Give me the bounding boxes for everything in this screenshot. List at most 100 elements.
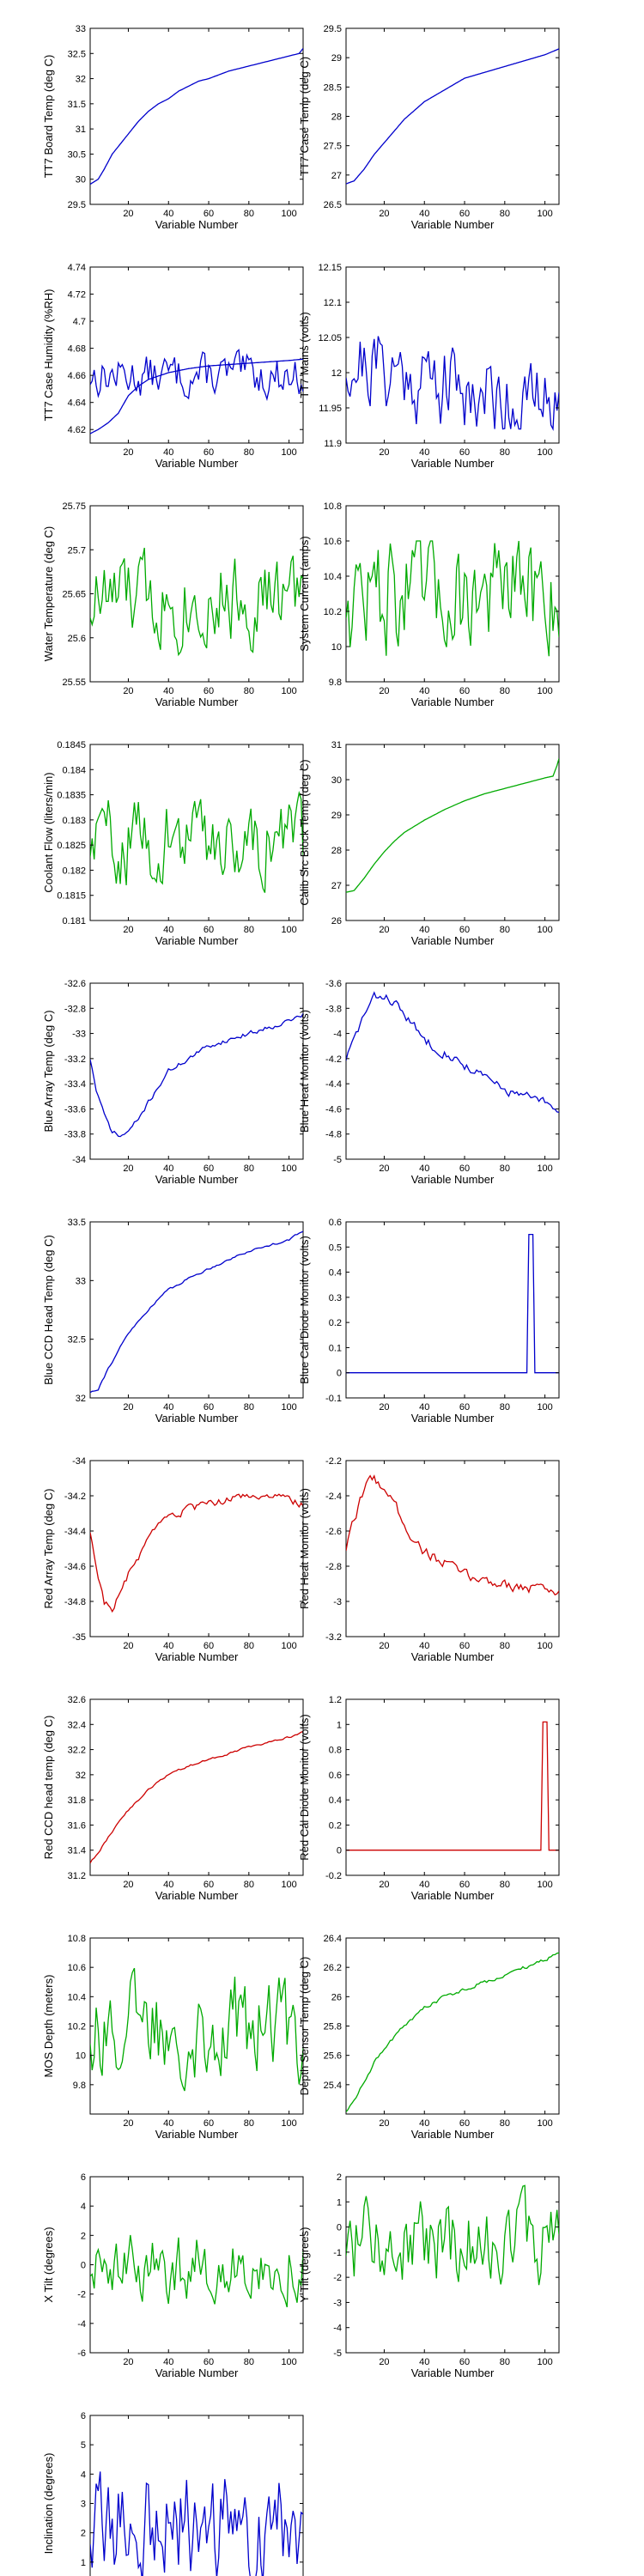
x-tick-label: 60 — [204, 1163, 214, 1174]
subplot-20: -5 -4 -3 -2 -1 0 1 2 20 40 60 80 100 Variable Number Y… — [298, 2172, 560, 2379]
y-tick-label: 0.182 — [62, 866, 86, 876]
y-tick-label: 10.4 — [68, 1992, 86, 2002]
x-tick-label: 60 — [459, 925, 470, 935]
y-tick-label: 32 — [76, 1771, 86, 1781]
y-tick-label: 31 — [331, 740, 342, 750]
x-tick-label: 40 — [419, 1641, 429, 1651]
x-axis-label: Variable Number — [155, 1650, 239, 1663]
x-tick-label: 60 — [204, 209, 214, 219]
y-tick-label: 11.9 — [324, 439, 342, 449]
y-tick-label: 28 — [331, 846, 342, 856]
x-tick-label: 60 — [459, 447, 470, 458]
series-line — [90, 349, 303, 434]
x-axis-label: Variable Number — [155, 1412, 239, 1425]
x-tick-label: 40 — [419, 925, 429, 935]
y-tick-label: -0.1 — [325, 1394, 342, 1404]
x-tick-label: 100 — [537, 1402, 552, 1413]
x-tick-label: 40 — [419, 1880, 429, 1890]
subplot-7: 0.181 0.1815 0.182 0.1825 0.183 0.1835 0.184 0.… — [42, 740, 304, 947]
series-line — [346, 336, 559, 432]
y-tick-label: -3.8 — [325, 1004, 342, 1014]
x-axis-label: Variable Number — [411, 2128, 495, 2141]
x-tick-label: 40 — [163, 686, 173, 696]
y-tick-label: 26.4 — [324, 1934, 342, 1944]
y-tick-label: 4 — [81, 2470, 86, 2480]
y-tick-label: 12 — [331, 368, 342, 379]
y-tick-label: 27 — [331, 881, 342, 891]
y-tick-label: 25.55 — [62, 677, 86, 688]
y-tick-label: -2.8 — [325, 1562, 342, 1572]
x-tick-label: 100 — [281, 209, 296, 219]
y-axis-label: TT7 Case Humidity (%RH) — [42, 289, 55, 422]
plot-frame — [89, 505, 304, 683]
y-tick-label: 32 — [76, 75, 86, 85]
y-tick-label: 12.05 — [318, 333, 342, 343]
y-tick-label: -34.2 — [64, 1492, 86, 1502]
x-axis-label: Variable Number — [155, 2128, 239, 2141]
y-tick-label: 25.4 — [324, 2081, 342, 2091]
subplot-9: -34 -33.8 -33.6 -33.4 -33.2 -33 -32.8 -32.6 20 40… — [42, 979, 304, 1186]
y-tick-label: 28.5 — [324, 82, 342, 93]
x-tick-label: 60 — [459, 209, 470, 219]
x-tick-label: 40 — [419, 209, 429, 219]
x-tick-label: 80 — [500, 1402, 510, 1413]
plot-frame — [345, 744, 560, 921]
y-axis-label: Red CCD head temp (deg C) — [42, 1716, 55, 1860]
x-tick-label: 40 — [163, 2118, 173, 2129]
y-tick-label: -5 — [333, 2348, 342, 2359]
y-tick-label: 0 — [337, 1369, 342, 1379]
plot-frame — [345, 1698, 560, 1876]
x-tick-label: 20 — [123, 925, 133, 935]
y-tick-label: -32.6 — [64, 979, 86, 989]
x-tick-label: 20 — [379, 2118, 389, 2129]
y-tick-label: 25.75 — [62, 501, 86, 512]
y-tick-label: 3 — [81, 2500, 86, 2510]
x-tick-label: 80 — [500, 2118, 510, 2129]
y-axis-label: Blue CCD Head Temp (deg C) — [42, 1235, 55, 1385]
x-tick-label: 100 — [281, 686, 296, 696]
x-tick-label: 20 — [123, 209, 133, 219]
y-axis-label: Water Temperature (deg C) — [42, 526, 55, 662]
x-tick-label: 20 — [379, 447, 389, 458]
y-tick-label: 10 — [331, 642, 342, 653]
y-tick-label: -3 — [333, 2298, 342, 2308]
y-tick-label: -34 — [72, 1456, 86, 1467]
series-line — [346, 1233, 559, 1374]
y-tick-label: -33 — [72, 1030, 86, 1040]
plot-frame — [89, 27, 304, 205]
y-axis-label: TT7 Board Temp (deg C) — [42, 55, 55, 179]
x-tick-label: 20 — [123, 686, 133, 696]
x-tick-label: 100 — [281, 447, 296, 458]
y-tick-label: 2 — [81, 2231, 86, 2241]
y-tick-label: 1.2 — [329, 1695, 342, 1705]
x-tick-label: 40 — [163, 2357, 173, 2367]
y-tick-label: 0.183 — [62, 816, 86, 826]
series-line — [90, 1493, 303, 1613]
x-tick-label: 80 — [244, 2357, 254, 2367]
y-tick-label: 10.8 — [324, 501, 342, 512]
y-axis-label: Depth Sensor Temp (deg C) — [298, 1957, 311, 2096]
y-tick-label: 4.74 — [68, 263, 86, 273]
subplot-16: -0.2 0 0.2 0.4 0.6 0.8 1 1.2 20 40 60 80 100 Variable… — [298, 1695, 560, 1902]
x-tick-label: 60 — [204, 686, 214, 696]
y-axis-label: Coolant Flow (liters/min) — [42, 772, 55, 892]
y-tick-label: 4.72 — [68, 290, 86, 301]
y-tick-label: 12.1 — [324, 298, 342, 308]
x-tick-label: 60 — [459, 1880, 470, 1890]
y-tick-label: 32.6 — [68, 1695, 86, 1705]
x-tick-label: 60 — [459, 1641, 470, 1651]
y-tick-label: -2 — [333, 2273, 342, 2283]
subplot-12: -0.1 0 0.1 0.2 0.3 0.4 0.5 0.6 20 40 60 80 100 Variab… — [298, 1218, 560, 1425]
y-tick-label: 31 — [76, 125, 86, 135]
series-line — [346, 991, 559, 1114]
y-tick-label: 4.64 — [68, 398, 86, 409]
y-tick-label: -33.4 — [64, 1079, 86, 1090]
x-axis-label: Variable Number — [411, 934, 495, 947]
y-tick-label: 33.5 — [68, 1218, 86, 1228]
x-tick-label: 80 — [244, 209, 254, 219]
series-line — [346, 540, 559, 657]
y-tick-label: 30.5 — [68, 149, 86, 160]
y-tick-label: 32.5 — [68, 49, 86, 59]
plot-frame — [345, 266, 560, 444]
x-tick-label: 100 — [537, 209, 552, 219]
